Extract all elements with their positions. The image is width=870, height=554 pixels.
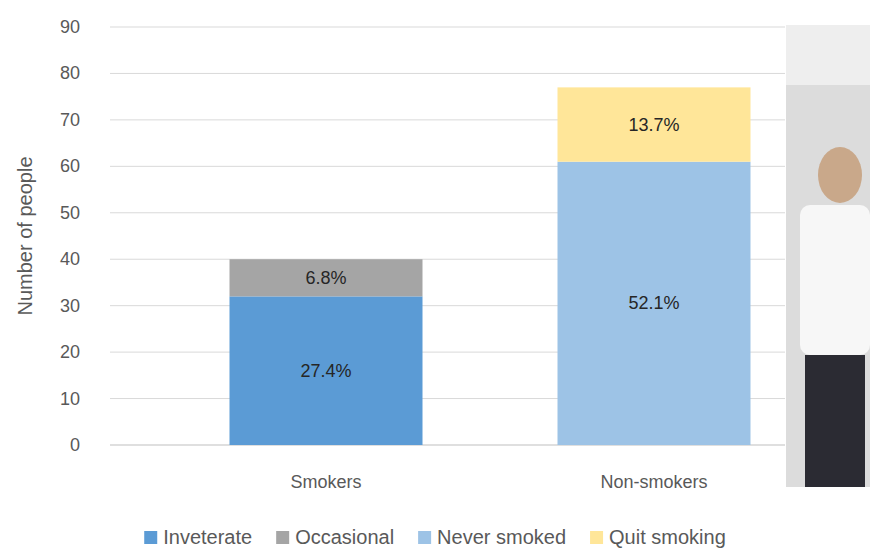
photo-ceiling (786, 25, 870, 85)
bar-segment (558, 162, 751, 445)
photo (786, 25, 870, 487)
bars (230, 87, 751, 445)
photo-shirt (800, 205, 870, 355)
legend-label: Occasional (295, 526, 394, 548)
x-tick-label: Smokers (290, 472, 361, 492)
x-tick-labels: Smokers Non-smokers (290, 472, 707, 492)
data-label: 6.8% (305, 268, 346, 288)
legend-label: Quit smoking (609, 526, 726, 548)
y-tick-label: 20 (60, 342, 80, 362)
legend-item: Inveterate (144, 526, 252, 548)
chart: 0 10 20 30 40 50 60 70 80 90 Number of people 27.4%… (0, 0, 870, 554)
y-axis-title: Number of people (14, 157, 36, 316)
grid-line (110, 73, 785, 74)
bar-segment (230, 296, 423, 445)
y-tick-label: 60 (60, 156, 80, 176)
y-tick-label: 50 (60, 203, 80, 223)
legend-item: Occasional (276, 526, 394, 548)
x-tick-label: Non-smokers (600, 472, 707, 492)
bar-segment (230, 259, 423, 296)
y-tick-label: 0 (70, 435, 80, 455)
y-tick-label: 90 (60, 17, 80, 37)
grid (110, 27, 785, 445)
y-tick-label: 80 (60, 63, 80, 83)
y-tick-label: 10 (60, 389, 80, 409)
legend-swatch (144, 531, 157, 544)
photo-head (818, 147, 862, 203)
legend-swatch (276, 531, 289, 544)
y-tick-label: 40 (60, 249, 80, 269)
legend-swatch (590, 531, 603, 544)
y-tick-labels: 0 10 20 30 40 50 60 70 80 90 (60, 17, 80, 455)
photo-trousers (805, 355, 865, 487)
grid-line (110, 27, 785, 28)
legend: Inveterate Occasional Never smoked Quit smo… (144, 526, 726, 548)
data-label: 52.1% (628, 293, 679, 313)
legend-item: Quit smoking (590, 526, 726, 548)
legend-label: Inveterate (163, 526, 252, 548)
data-label: 13.7% (628, 115, 679, 135)
data-labels: 27.4% 6.8% 52.1% 13.7% (300, 115, 679, 381)
bar-segment (558, 87, 751, 161)
data-label: 27.4% (300, 361, 351, 381)
legend-label: Never smoked (437, 526, 566, 548)
y-tick-label: 30 (60, 296, 80, 316)
legend-swatch (418, 531, 431, 544)
y-tick-label: 70 (60, 110, 80, 130)
legend-item: Never smoked (418, 526, 566, 548)
